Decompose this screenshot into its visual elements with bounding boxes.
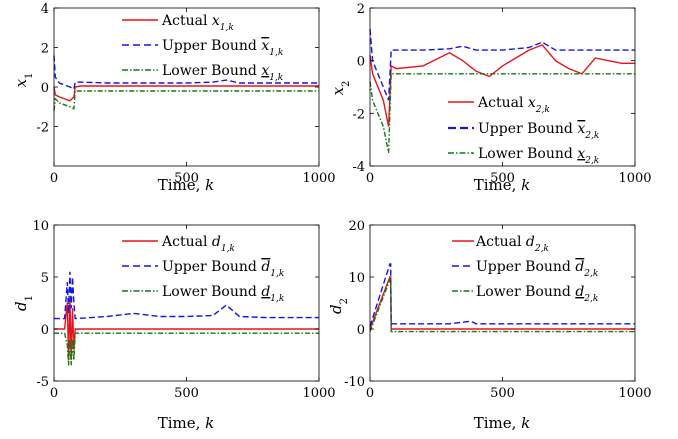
x-tick-label: 1000	[302, 171, 335, 186]
series-line-d2-lower	[369, 278, 635, 333]
y-tick-label: 5	[41, 271, 49, 286]
panel-x2: 0 500 1000 2 0 -2 -4 x2 Time, k Actual x2,k Up…	[329, 2, 652, 194]
x-axis-label-x2: Time, k	[474, 176, 531, 194]
series-line-d2-actual	[369, 276, 635, 330]
ticks-x2: 0 500 1000 2 0 -2 -4	[352, 2, 651, 186]
series-line-d2-upper	[369, 263, 635, 327]
x-tick-label: 1000	[618, 386, 651, 401]
y-tick-label: 20	[348, 219, 365, 234]
plot-area-d1	[54, 271, 319, 366]
y-tick-label: 4	[41, 2, 49, 17]
x-tick-label: 1000	[302, 386, 335, 401]
series-line-x1-lower	[53, 90, 319, 111]
legend-label-upper-x1: Upper Bound x1,k	[162, 38, 283, 58]
y-tick-label: -4	[352, 160, 365, 175]
x-tick-label: 0	[366, 171, 374, 186]
series-line-d1-lower	[54, 332, 319, 366]
series-line-x1-actual	[53, 85, 319, 102]
x-tick-label: 1000	[618, 171, 651, 186]
series-line-x1-upper	[53, 55, 319, 91]
y-tick-label: 0	[357, 55, 365, 70]
axes-frame-x2	[369, 7, 636, 167]
plot-area-d2	[369, 263, 635, 333]
panel-x1: 0 500 1000 4 2 0 -2 x1 Time, k Actual x1,k Upp…	[12, 2, 336, 194]
legend-d2: Actual d2,k Upper Bound d2,k Lower Bound…	[452, 234, 598, 304]
series-line-x2-actual	[369, 44, 635, 127]
y-tick-label: 0	[357, 323, 365, 338]
legend-label-lower-d2: Lower Bound d2,k	[476, 284, 598, 304]
axes-frame-x1	[53, 7, 320, 167]
legend-label-actual-d1: Actual d1,k	[161, 234, 235, 254]
y-tick-label: 10	[32, 219, 49, 234]
plot-area-x1	[53, 55, 319, 111]
legend-x2: Actual x2,k Upper Bound x2,k Lower Bound…	[448, 95, 599, 166]
x-axis-label-x1: Time, k	[158, 176, 215, 194]
ticks-x1: 0 500 1000 4 2 0 -2	[36, 2, 335, 186]
legend-label-actual-x1: Actual x1,k	[161, 13, 234, 33]
legend-label-lower-x2: Lower Bound x2,k	[478, 146, 599, 166]
legend-d1: Actual d1,k Upper Bound d1,k Lower Bound…	[122, 234, 284, 304]
legend-label-upper-d1: Upper Bound d1,k	[162, 259, 284, 279]
x-axis-label-d2: Time, k	[474, 414, 531, 432]
legend-label-actual-d2: Actual d2,k	[475, 234, 549, 254]
legend-x1: Actual x1,k Upper Bound x1,k Lower Bound…	[122, 13, 283, 83]
x-tick-label: 0	[50, 171, 58, 186]
series-line-x2-upper	[369, 29, 635, 101]
legend-label-upper-x2: Upper Bound x2,k	[478, 121, 599, 141]
y-axis-label-d2: d2	[327, 298, 350, 314]
y-tick-label: 2	[41, 42, 49, 57]
y-axis-label-x2: x2	[329, 81, 352, 96]
legend-label-upper-d2: Upper Bound d2,k	[476, 259, 598, 279]
series-line-x2-lower	[369, 73, 635, 153]
legend-label-lower-x1: Lower Bound x1,k	[162, 63, 283, 83]
x-tick-label: 500	[490, 386, 515, 401]
plot-area-x2	[369, 29, 635, 153]
series-line-d1-upper	[54, 271, 319, 320]
y-tick-label: -2	[36, 121, 49, 136]
x-tick-label: 0	[50, 386, 58, 401]
series-line-d1-actual	[54, 297, 319, 361]
y-tick-label: -10	[344, 375, 365, 390]
legend-label-lower-d1: Lower Bound d1,k	[162, 284, 284, 304]
y-tick-label: -5	[36, 375, 49, 390]
legend-label-actual-x2: Actual x2,k	[477, 95, 550, 115]
y-tick-label: 0	[41, 81, 49, 96]
y-axis-label-d1: d1	[12, 295, 35, 311]
x-tick-label: 0	[366, 386, 374, 401]
x-tick-label: 500	[174, 386, 199, 401]
y-tick-label: 10	[348, 271, 365, 286]
y-tick-label: 0	[41, 323, 49, 338]
x-tick-label: 500	[490, 171, 515, 186]
y-tick-label: -2	[352, 107, 365, 122]
y-axis-label-x1: x1	[12, 73, 35, 88]
x-axis-label-d1: Time, k	[158, 414, 215, 432]
y-tick-label: 2	[357, 2, 365, 17]
x-tick-label: 500	[174, 171, 199, 186]
